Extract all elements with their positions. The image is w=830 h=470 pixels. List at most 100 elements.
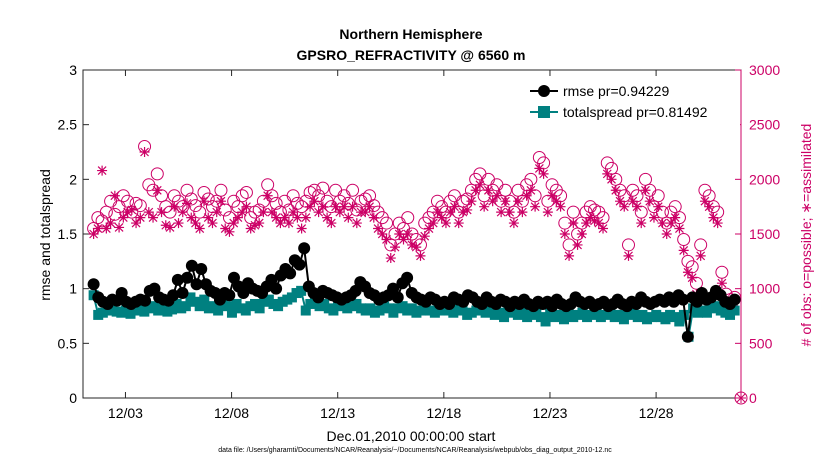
assimilated-obs-point [143,207,154,218]
assimilated-obs-point [220,223,231,234]
possible-obs-point [681,254,695,268]
totalspread-point [729,305,740,316]
assimilated-obs-point [423,223,434,234]
assimilated-obs-point [381,234,392,245]
assimilated-obs-point [551,196,562,207]
assimilated-obs-point [457,207,468,218]
assimilated-obs-point [449,201,460,212]
assimilated-obs-point [88,229,99,239]
possible-obs-point [341,196,355,210]
assimilated-obs-point [245,223,256,234]
assimilated-obs-point [322,212,333,223]
chart-title: Northern Hemisphere [339,26,482,42]
assimilated-obs-point [593,218,604,229]
assimilated-obs-point [101,223,112,234]
assimilated-obs-point [109,190,120,201]
plot-area: 0 0.5 1 1.5 2 2.5 3 0 500 1000 1500 2000 2500 3000 12/… [58,62,781,421]
assimilated-obs-point [648,212,659,223]
legend-box [528,78,740,126]
assimilated-obs-point [547,190,558,201]
assimilated-obs-point [105,218,116,229]
possible-obs-point [473,167,487,181]
possible-obs-point [227,194,241,208]
assimilated-obs-point [415,250,426,261]
totalspread-point [674,316,685,327]
assimilated-obs-point [670,212,681,223]
assimilated-obs-point [232,212,243,223]
possible-obs-point [184,192,198,206]
assimilated-obs-point [173,218,184,229]
y2-tick-label: 2000 [749,171,780,187]
possible-obs-point [380,216,394,230]
assimilated-obs-point [118,212,129,223]
assimilated-obs-point [288,207,299,218]
assimilated-obs-point [568,218,579,229]
possible-obs-point [524,172,538,186]
rmse-point [181,271,194,284]
assimilated-obs-point [687,272,698,283]
assimilated-obs-point [585,212,596,223]
totalspread-point [222,301,233,312]
assimilated-obs-point [428,218,439,229]
rmse-point [270,282,283,295]
possible-obs-point [316,181,330,195]
assimilated-obs-point [538,168,549,179]
possible-obs-point [694,238,708,252]
assimilated-obs-point [190,218,201,229]
rmse-point [167,289,180,302]
assimilated-obs-point [682,267,693,278]
assimilated-obs-point [373,223,384,234]
rmse-point [293,258,306,271]
totalspread-point [199,294,210,305]
legend-rmse-label: rmse pr=0.94229 [563,83,669,99]
assimilated-obs-point [334,207,345,218]
possible-obs-point [430,194,444,208]
totalspread-point [194,301,205,312]
assimilated-obs-point [305,201,316,212]
assimilated-obs-point [330,201,341,212]
y2-tick-label: 2500 [749,117,780,133]
assimilated-obs-point [462,204,473,215]
assimilated-obs-point [390,242,401,253]
rmse-point [298,242,311,255]
y-tick-label: 1 [69,281,77,297]
assimilated-obs-point [258,207,269,218]
assimilated-obs-point [215,196,226,207]
assimilated-obs-point [470,185,481,196]
assimilated-obs-point [347,201,358,212]
totalspread-point [213,305,224,316]
assimilated-obs-point [657,218,668,229]
y-tick-label: 0 [69,390,77,406]
assimilated-obs-point [619,201,630,212]
assimilated-obs-point [271,212,282,223]
assimilated-obs-point [576,229,587,239]
assimilated-obs-point [636,218,647,229]
assimilated-obs-point [283,218,294,229]
assimilated-obs-point [211,207,222,218]
assimilated-obs-point [653,201,664,212]
rmse-point [223,289,236,302]
possible-obs-point [638,172,652,186]
y2-tick-label: 1500 [749,226,780,242]
assimilated-obs-point [496,207,507,218]
y-tick-label: 1.5 [58,226,78,242]
assimilated-obs-point [97,165,108,176]
totalspread-point [559,314,570,325]
possible-obs-point [150,167,164,181]
y2-tick-label: 0 [749,390,757,406]
y-axis-label: rmse and totalspread [37,169,53,301]
assimilated-obs-point [432,207,443,218]
assimilated-obs-point [716,278,727,289]
totalspread-point [254,303,265,314]
assimilated-obs-point [525,185,536,196]
totalspread-point [300,305,311,316]
possible-obs-point [91,211,105,225]
possible-obs-point [532,150,546,164]
possible-obs-point [307,183,321,197]
possible-obs-point [626,183,640,197]
assimilated-obs-point [487,196,498,207]
assimilated-obs-point [419,231,430,242]
totalspread-point [296,285,307,296]
chart-subtitle: GPSRO_REFRACTIVITY @ 6560 m [297,47,526,63]
possible-obs-point [498,183,512,197]
